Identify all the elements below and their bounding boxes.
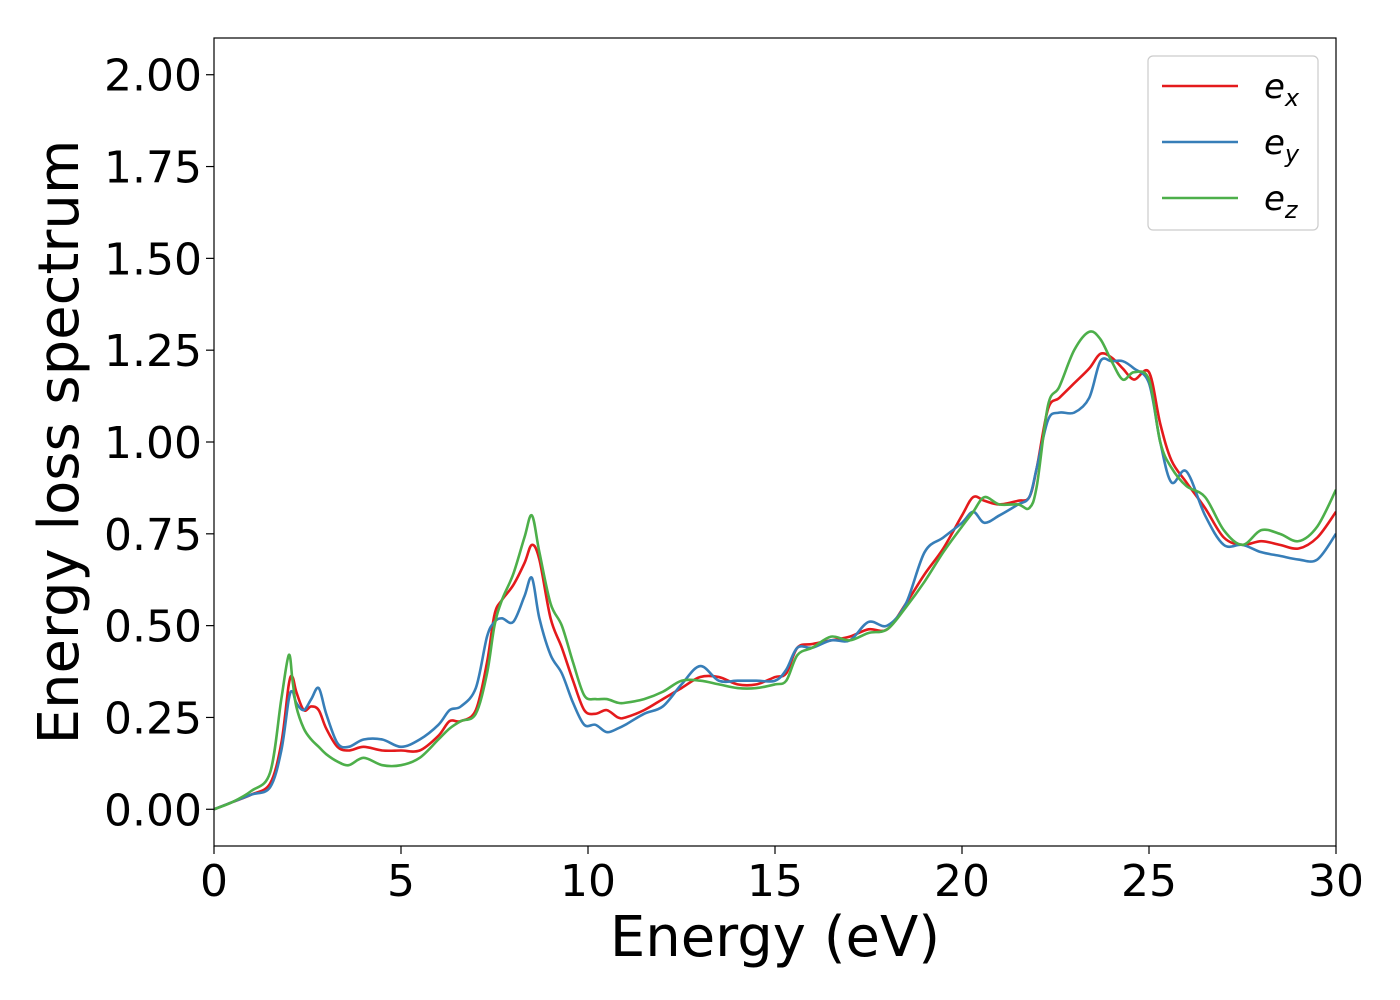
legend-label-ez: ez (1264, 179, 1299, 224)
y-tick-label: 2.00 (104, 51, 202, 102)
x-tick-label: 25 (1121, 856, 1177, 907)
x-tick-label: 10 (560, 856, 616, 907)
series-line-ex (214, 352, 1336, 811)
legend-label-main: e (1264, 67, 1285, 107)
legend-label-main: e (1264, 123, 1285, 163)
series-layer (214, 330, 1336, 811)
y-axis: 0.00 0.25 0.50 0.75 1.00 1.25 1.50 1.75 2.00 (104, 51, 214, 836)
x-tick-label: 5 (387, 856, 415, 907)
legend-label-subscript: x (1284, 84, 1300, 112)
y-tick-label: 1.25 (104, 326, 202, 377)
y-tick-label: 1.75 (104, 143, 202, 194)
y-tick-label: 0.25 (104, 693, 202, 744)
legend-label-subscript: y (1284, 140, 1300, 168)
legend-label-subscript: z (1284, 196, 1299, 224)
x-tick-label: 30 (1308, 856, 1364, 907)
x-tick-label: 20 (934, 856, 990, 907)
y-tick-label: 0.50 (104, 602, 202, 653)
legend-label-ey: ey (1264, 123, 1300, 168)
x-axis-label: Energy (eV) (610, 905, 940, 970)
series-line-ez (214, 330, 1336, 811)
y-tick-label: 0.00 (104, 785, 202, 836)
x-axis: 0 5 10 15 20 25 30 (200, 846, 1364, 907)
legend-label-ex: ex (1264, 67, 1300, 112)
y-tick-label: 1.00 (104, 418, 202, 469)
y-axis-label: Energy loss spectrum (27, 140, 92, 745)
y-tick-label: 1.50 (104, 234, 202, 285)
legend-label-main: e (1264, 179, 1285, 219)
y-tick-label: 0.75 (104, 510, 202, 561)
series-line-ey (214, 357, 1336, 811)
x-tick-label: 0 (200, 856, 228, 907)
x-tick-label: 15 (747, 856, 803, 907)
